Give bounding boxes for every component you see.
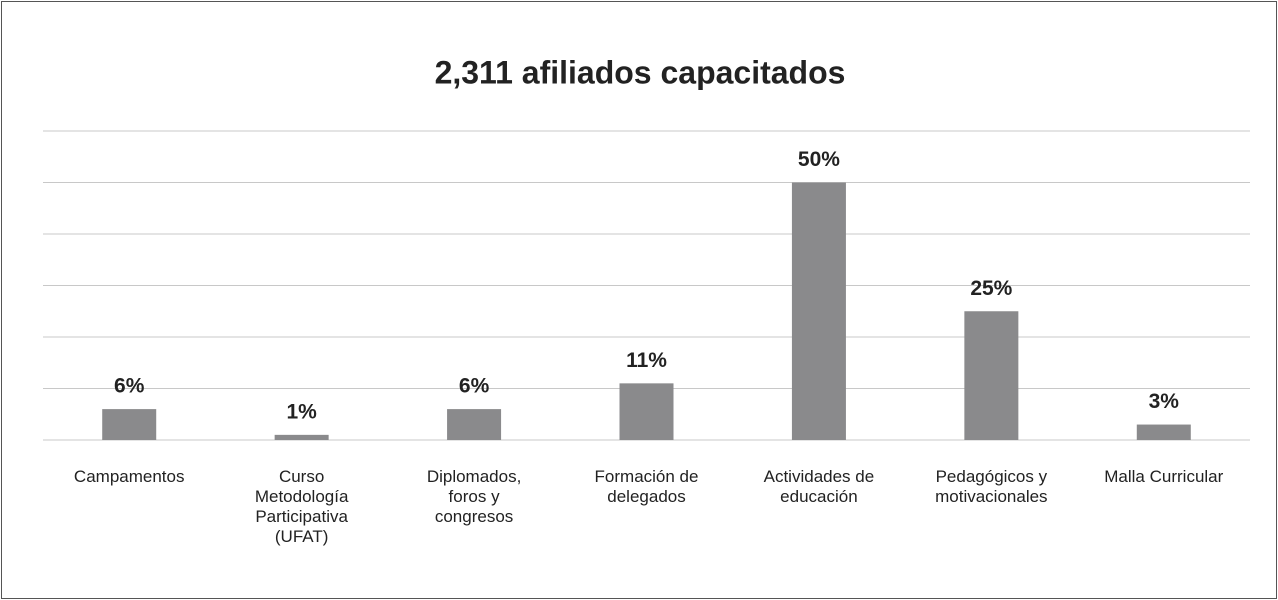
x-tick-label: Formación de delegados bbox=[594, 467, 699, 506]
bar bbox=[964, 311, 1019, 440]
value-label: 1% bbox=[286, 400, 317, 423]
value-label: 6% bbox=[459, 375, 490, 398]
x-tick-label: Curso Metodología Participativa (UFAT) bbox=[254, 467, 349, 546]
bar bbox=[1136, 424, 1191, 440]
bar bbox=[274, 434, 329, 440]
x-tick-label: Campamentos bbox=[73, 467, 185, 486]
value-label: 25% bbox=[970, 277, 1012, 300]
x-tick-label: Pedagógicos y motivacionales bbox=[935, 467, 1048, 506]
bar bbox=[791, 182, 846, 440]
value-label: 6% bbox=[114, 375, 145, 398]
bar bbox=[102, 409, 157, 440]
x-tick-label: Diplomados, foros y congresos bbox=[426, 467, 522, 526]
x-tick-label: Actividades de educación bbox=[763, 467, 875, 506]
bar bbox=[619, 383, 674, 440]
x-tick-label: Malla Curricular bbox=[1104, 467, 1224, 486]
value-label: 11% bbox=[626, 349, 667, 372]
bar bbox=[447, 409, 502, 440]
value-label: 50% bbox=[798, 148, 840, 171]
value-label: 3% bbox=[1149, 390, 1180, 413]
chart-title: 2,311 afiliados capacitados bbox=[435, 54, 846, 90]
